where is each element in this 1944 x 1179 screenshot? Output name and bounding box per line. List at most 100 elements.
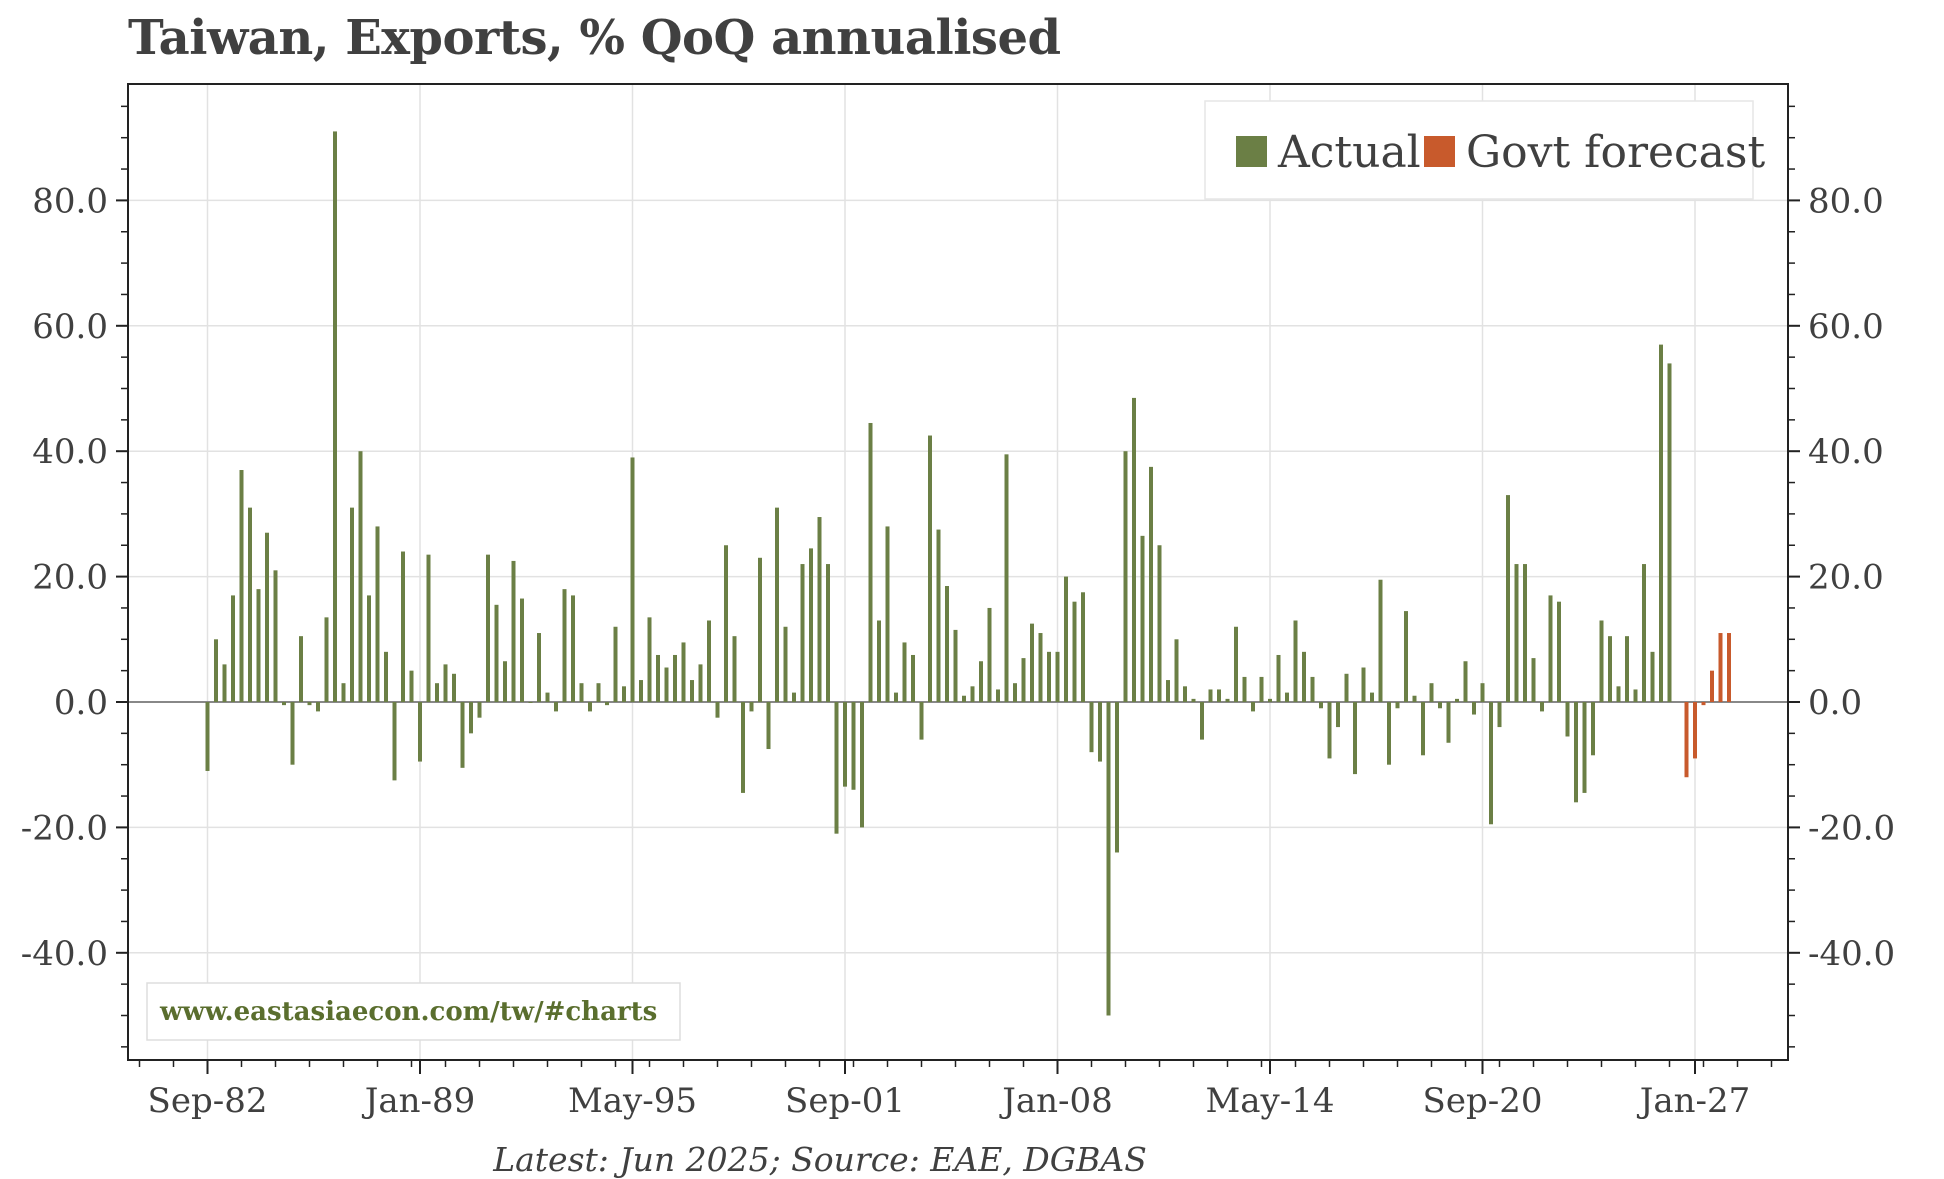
bar-actual: [1489, 702, 1493, 825]
bar-actual: [707, 620, 711, 702]
bar-actual: [1395, 702, 1400, 709]
bar-actual: [766, 702, 771, 750]
bar-actual: [265, 532, 269, 702]
bar-actual: [316, 702, 320, 712]
bar-actual: [1234, 626, 1238, 702]
bar-actual: [1455, 698, 1459, 702]
bar-actual: [690, 680, 694, 702]
bar-actual: [1183, 686, 1187, 702]
bar-actual: [435, 683, 439, 702]
bar-actual: [945, 586, 949, 702]
bar-actual: [843, 702, 847, 787]
bar-actual: [673, 654, 677, 702]
x-tick-label: Jan-27: [1637, 1081, 1751, 1121]
bar-actual: [1310, 676, 1315, 702]
bar-actual: [290, 702, 295, 765]
bar-forecast: [1718, 633, 1723, 702]
bar-actual: [902, 642, 907, 702]
bar-actual: [1523, 564, 1527, 702]
bar-actual: [1412, 695, 1417, 702]
bar-actual: [333, 131, 337, 702]
bar-actual: [1123, 451, 1128, 702]
bar-actual: [783, 626, 788, 702]
bar-actual: [222, 664, 227, 702]
bar-actual: [214, 639, 218, 702]
bar-actual: [987, 607, 992, 702]
bar-actual: [477, 702, 482, 718]
bar-actual: [826, 564, 830, 702]
bar-actual: [384, 651, 388, 702]
bar-actual: [418, 702, 422, 762]
bar-actual: [1081, 592, 1085, 702]
bar-actual: [851, 702, 856, 790]
bar-actual: [1225, 698, 1230, 702]
bar-actual: [1497, 702, 1502, 728]
bars: [205, 131, 1731, 1016]
bar-actual: [1098, 702, 1102, 762]
legend-label-actual: Actual: [1277, 127, 1421, 178]
bar-actual: [1514, 564, 1519, 702]
x-tick-label: Jan-89: [362, 1081, 476, 1121]
bar-actual: [1557, 601, 1561, 702]
bar-actual: [545, 692, 550, 702]
bar-actual: [588, 702, 592, 712]
bar-actual: [1055, 651, 1060, 702]
bar-actual: [1642, 564, 1646, 702]
legend-label-forecast: Govt forecast: [1466, 127, 1765, 178]
watermark[interactable]: www.eastasiaecon.com/tw/#charts: [146, 982, 681, 1041]
bar-actual: [1064, 576, 1068, 702]
bar-actual: [962, 695, 966, 702]
bar-actual: [1370, 692, 1374, 702]
y-tick-label-right: 20.0: [1808, 558, 1884, 598]
bar-actual: [1038, 633, 1043, 702]
bar-actual: [537, 633, 541, 702]
bar-actual: [1259, 676, 1264, 702]
bar-actual: [919, 702, 924, 740]
bar-actual: [911, 654, 915, 702]
bar-actual: [724, 545, 728, 702]
bar-actual: [1132, 397, 1136, 702]
y-axis-right: 80.0 60.0 40.0 20.0 0.0 -20.0 -40.0: [1808, 181, 1895, 973]
bar-actual: [1608, 636, 1612, 702]
y-tick-label-left: 60.0: [32, 307, 108, 347]
bar-actual: [469, 702, 473, 734]
bar-actual: [970, 686, 975, 702]
bar-actual: [528, 702, 533, 703]
bar-actual: [732, 636, 737, 702]
x-tick-label: May-14: [1205, 1081, 1334, 1121]
bar-actual: [1302, 651, 1306, 702]
bar-actual: [1353, 702, 1357, 775]
bar-actual: [1327, 702, 1332, 759]
bar-actual: [554, 702, 558, 712]
bar-actual: [885, 526, 890, 702]
chart-title: Taiwan, Exports, % QoQ annualised: [128, 10, 1061, 66]
bar-actual: [1191, 698, 1196, 702]
bar-forecast: [1693, 702, 1697, 759]
bar-actual: [1140, 535, 1145, 702]
bar-actual: [1013, 683, 1017, 702]
x-tick-label: May-95: [568, 1081, 697, 1121]
bar-actual: [1650, 651, 1655, 702]
bar-actual: [494, 604, 499, 702]
bar-actual: [375, 526, 380, 702]
y-tick-label-right: 60.0: [1808, 307, 1884, 347]
bar-actual: [562, 589, 567, 702]
legend: Actual Govt forecast: [1204, 100, 1765, 200]
bar-actual: [1667, 363, 1672, 702]
watermark-link[interactable]: www.eastasiaecon.com/tw/#charts: [159, 997, 657, 1027]
bar-actual: [715, 702, 720, 718]
x-tick-label: Jan-08: [999, 1081, 1113, 1121]
bar-actual: [443, 664, 448, 702]
y-tick-label-left: -40.0: [21, 934, 108, 974]
bar-actual: [1242, 676, 1247, 702]
bar-actual: [1268, 698, 1272, 702]
bar-actual: [1021, 658, 1026, 702]
bar-actual: [1659, 344, 1663, 702]
bar-actual: [953, 629, 958, 702]
bar-actual: [996, 689, 1000, 702]
bar-actual: [1404, 611, 1408, 702]
bar-actual: [1591, 702, 1595, 756]
bar-actual: [1463, 661, 1468, 702]
bar-actual: [401, 551, 405, 702]
